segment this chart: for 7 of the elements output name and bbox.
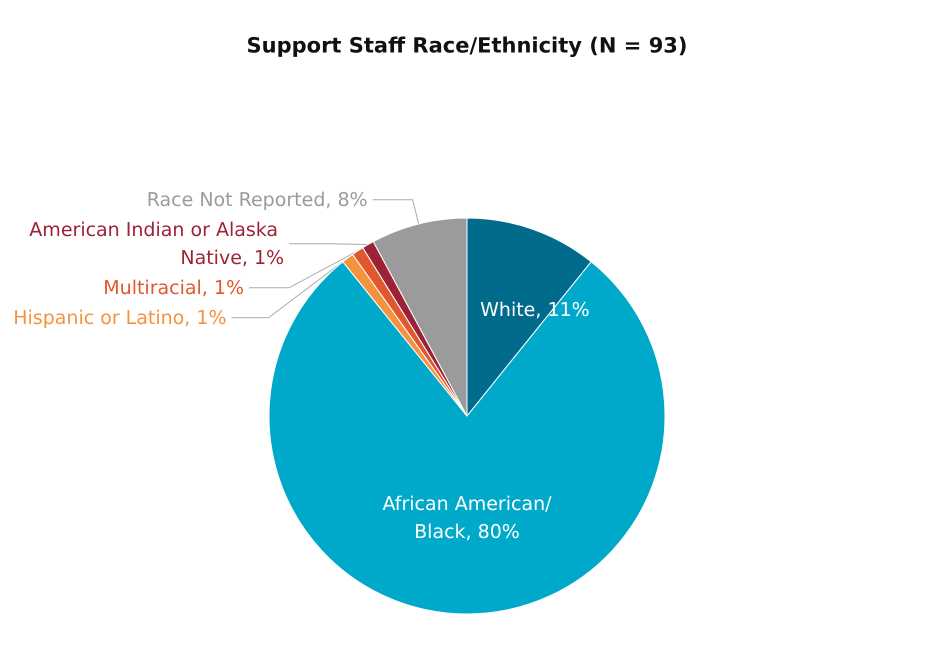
slice-label: Multiracial, 1% — [103, 276, 244, 299]
chart-title: Support Staff Race/Ethnicity (N = 93) — [246, 34, 688, 58]
slice-label: Race Not Reported, 8% — [146, 188, 368, 211]
slice-label: White, 11% — [480, 298, 590, 321]
slice-label: Hispanic or Latino, 1% — [13, 306, 227, 329]
slice-label: African American/Black, 80% — [382, 493, 552, 544]
slice-label: American Indian or Alaska Native, 1% — [29, 218, 284, 269]
